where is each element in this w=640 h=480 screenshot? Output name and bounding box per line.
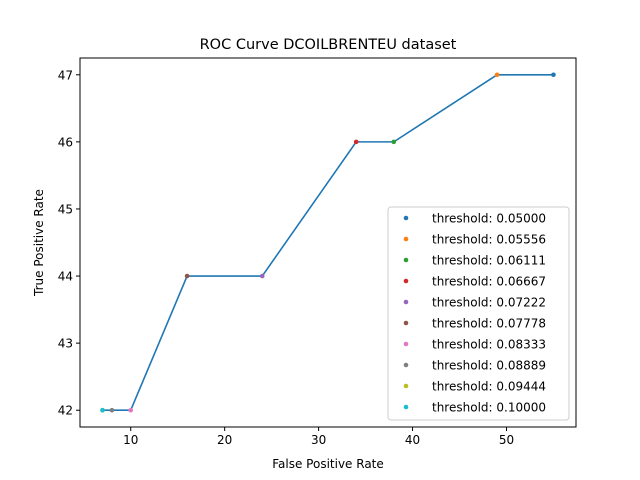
x-axis-label: False Positive Rate	[272, 457, 384, 471]
y-tick-label: 42	[58, 404, 73, 418]
y-tick-label: 47	[58, 68, 73, 82]
legend-marker	[403, 383, 409, 389]
x-tick-label: 40	[405, 433, 420, 447]
y-tick-label: 43	[58, 337, 73, 351]
legend-entry: threshold: 0.08889	[432, 359, 546, 373]
x-axis-ticks: 10 20 30 40 50	[123, 427, 514, 447]
threshold-point	[551, 72, 556, 78]
y-tick-label: 44	[58, 270, 73, 284]
y-axis-ticks: 42 43 44 45 46 47	[58, 68, 80, 418]
legend-entry: threshold: 0.09444	[432, 380, 546, 394]
axes-frame	[79, 57, 577, 428]
legend-marker	[403, 236, 409, 242]
legend: threshold: 0.05000 threshold: 0.05556 thre…	[387, 206, 570, 421]
threshold-point	[259, 273, 265, 279]
legend-marker	[403, 404, 409, 410]
legend-marker	[403, 299, 409, 305]
threshold-point	[128, 407, 134, 413]
legend-marker	[403, 341, 409, 347]
legend-entry: threshold: 0.05000	[432, 212, 546, 226]
y-axis-label: True Positive Rate	[32, 189, 46, 297]
y-tick-label: 45	[58, 202, 73, 216]
threshold-point	[391, 139, 397, 145]
legend-marker	[403, 257, 409, 263]
plot-marks	[100, 72, 556, 413]
threshold-point	[100, 407, 105, 413]
legend-entry: threshold: 0.07222	[432, 296, 546, 310]
legend-marker	[403, 278, 409, 284]
x-tick-label: 50	[499, 433, 514, 447]
legend-box	[387, 206, 570, 421]
x-tick-label: 20	[217, 433, 232, 447]
legend-marker	[403, 215, 409, 221]
legend-entry: threshold: 0.10000	[432, 401, 546, 415]
legend-entry: threshold: 0.05556	[432, 233, 546, 247]
threshold-point	[353, 139, 359, 145]
legend-entry: threshold: 0.06111	[432, 254, 546, 268]
legend-entry: threshold: 0.06667	[432, 275, 546, 289]
x-tick-label: 30	[311, 433, 326, 447]
legend-entry: threshold: 0.07778	[432, 317, 546, 331]
legend-marker	[403, 362, 409, 368]
y-tick-label: 46	[58, 135, 73, 149]
threshold-point	[109, 407, 115, 413]
chart-title: ROC Curve DCOILBRENTEU dataset	[200, 37, 457, 53]
legend-marker	[403, 320, 409, 326]
threshold-point	[184, 273, 190, 279]
legend-entry: threshold: 0.08333	[432, 338, 546, 352]
threshold-point	[494, 72, 500, 78]
x-tick-label: 10	[123, 433, 138, 447]
